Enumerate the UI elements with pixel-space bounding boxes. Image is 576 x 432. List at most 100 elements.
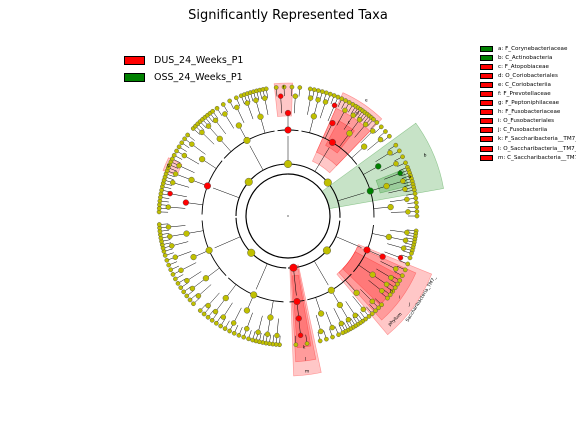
- enriched-taxon-node: [295, 315, 302, 322]
- taxon-node: [243, 136, 251, 144]
- clade-legend-item: e: C_Coriobacteriia: [480, 80, 576, 89]
- taxon-node: [169, 243, 175, 249]
- clade-legend-label: l: O_Saccharibacteria__TM7__unknown_orde…: [498, 145, 576, 152]
- clade-letter: j: [408, 302, 410, 308]
- taxon-node: [212, 308, 219, 315]
- taxon-node: [262, 95, 268, 101]
- taxon-node: [387, 203, 394, 211]
- taxon-node: [170, 156, 175, 162]
- taxon-node: [170, 272, 176, 277]
- taxon-node: [173, 276, 178, 282]
- taxon-node: [405, 209, 411, 215]
- family-branch: [175, 251, 192, 258]
- taxon-node: [327, 286, 335, 294]
- family-branch: [368, 280, 382, 292]
- family-branch: [375, 152, 391, 162]
- taxon-node: [414, 204, 419, 210]
- taxon-node: [172, 171, 179, 177]
- family-branch: [186, 271, 202, 281]
- clade-legend-label: e: C_Coriobacteriia: [498, 81, 551, 88]
- clade-letter: d: [356, 111, 359, 117]
- taxon-node: [307, 86, 313, 92]
- taxon-node: [346, 100, 352, 105]
- taxon-node: [166, 262, 172, 268]
- clade-letter: i: [399, 295, 400, 301]
- taxon-node: [187, 297, 193, 303]
- taxon-node: [369, 271, 376, 278]
- clade-legend-item: l: O_Saccharibacteria__TM7__unknown_orde…: [480, 144, 576, 153]
- taxon-node: [165, 204, 172, 210]
- clade-legend-item: d: O_Coriobacteriales: [480, 71, 576, 80]
- clade-legend-item: c: F_Atopobiaceae: [480, 62, 576, 71]
- taxon-node: [412, 187, 417, 193]
- legend-label-dus: DUS_24_Weeks_P1: [154, 55, 244, 66]
- clade-letter: f: [283, 85, 285, 91]
- enriched-taxon-node: [297, 332, 304, 339]
- enriched-taxon-node: [167, 190, 173, 197]
- taxon-node: [267, 314, 274, 321]
- taxon-node: [214, 320, 219, 326]
- clade-legend-item: j: C_Fusobacteriia: [480, 126, 576, 135]
- enriched-taxon-node: [277, 93, 284, 99]
- clade-legend-label: d: O_Coriobacteriales: [498, 72, 558, 79]
- clade-legend-swatch: [480, 118, 493, 125]
- clade-letter: h: [390, 289, 393, 295]
- taxon-node: [338, 320, 345, 327]
- clade-legend-label: i: O_Fusobacteriales: [498, 118, 555, 125]
- taxon-node: [322, 246, 331, 255]
- taxon-node: [392, 285, 398, 291]
- enriched-taxon-node: [375, 163, 382, 170]
- legend-item-oss: OSS_24_Weeks_P1: [124, 69, 243, 86]
- taxon-node: [405, 261, 411, 267]
- taxon-node: [336, 332, 341, 337]
- class-branch: [335, 236, 362, 248]
- clade-highlight-f: [273, 82, 293, 117]
- clade-legend-label: c: F_Atopobiaceae: [498, 63, 549, 70]
- clade-letter: c: [348, 121, 351, 126]
- taxon-node: [373, 308, 378, 314]
- family-branch: [168, 225, 186, 228]
- taxon-node: [227, 98, 232, 104]
- legend-swatch-oss: [124, 73, 145, 82]
- taxon-node: [195, 293, 202, 299]
- clade-legend-swatch: [480, 154, 493, 161]
- family-branch: [390, 211, 408, 213]
- legend-label-oss: OSS_24_Weeks_P1: [154, 72, 243, 83]
- family-branch: [367, 139, 381, 151]
- taxon-node: [414, 209, 420, 214]
- taxon-node: [370, 128, 376, 134]
- taxon-node: [329, 324, 335, 331]
- clade-legend-swatch: [480, 100, 493, 107]
- family-branch: [376, 268, 392, 278]
- group-legend: DUS_24_Weeks_P1 OSS_24_Weeks_P1: [124, 52, 243, 86]
- taxon-node: [156, 222, 162, 227]
- family-branch: [319, 101, 326, 119]
- taxon-node: [369, 298, 375, 305]
- taxon-node: [185, 132, 190, 138]
- clade-legend-item: a: F_Corynebacteriaceae: [480, 44, 576, 53]
- family-branch: [223, 302, 233, 318]
- taxon-node: [184, 293, 190, 299]
- taxon-node: [175, 281, 181, 286]
- taxon-node: [397, 278, 403, 283]
- family-branch: [191, 144, 206, 155]
- class-arc: [201, 220, 227, 277]
- taxon-node: [356, 116, 363, 123]
- taxon-node: [409, 251, 414, 256]
- class-branch: [212, 187, 240, 199]
- family-branch: [224, 113, 235, 129]
- family-branch: [276, 318, 279, 336]
- taxon-node: [164, 257, 170, 263]
- taxon-node: [307, 95, 314, 101]
- taxon-node: [191, 301, 196, 307]
- enriched-taxon-node: [203, 182, 211, 190]
- taxon-node: [281, 84, 287, 90]
- family-branch: [389, 199, 407, 203]
- taxon-node: [413, 195, 419, 201]
- clade-legend-label: m: C_Saccharibacteria__TM7__unknown_clas…: [498, 154, 576, 161]
- taxon-node: [289, 84, 295, 90]
- taxon-node: [162, 253, 168, 258]
- taxon-node: [362, 121, 369, 128]
- clade-letter: k: [303, 345, 306, 351]
- taxon-node: [404, 196, 410, 203]
